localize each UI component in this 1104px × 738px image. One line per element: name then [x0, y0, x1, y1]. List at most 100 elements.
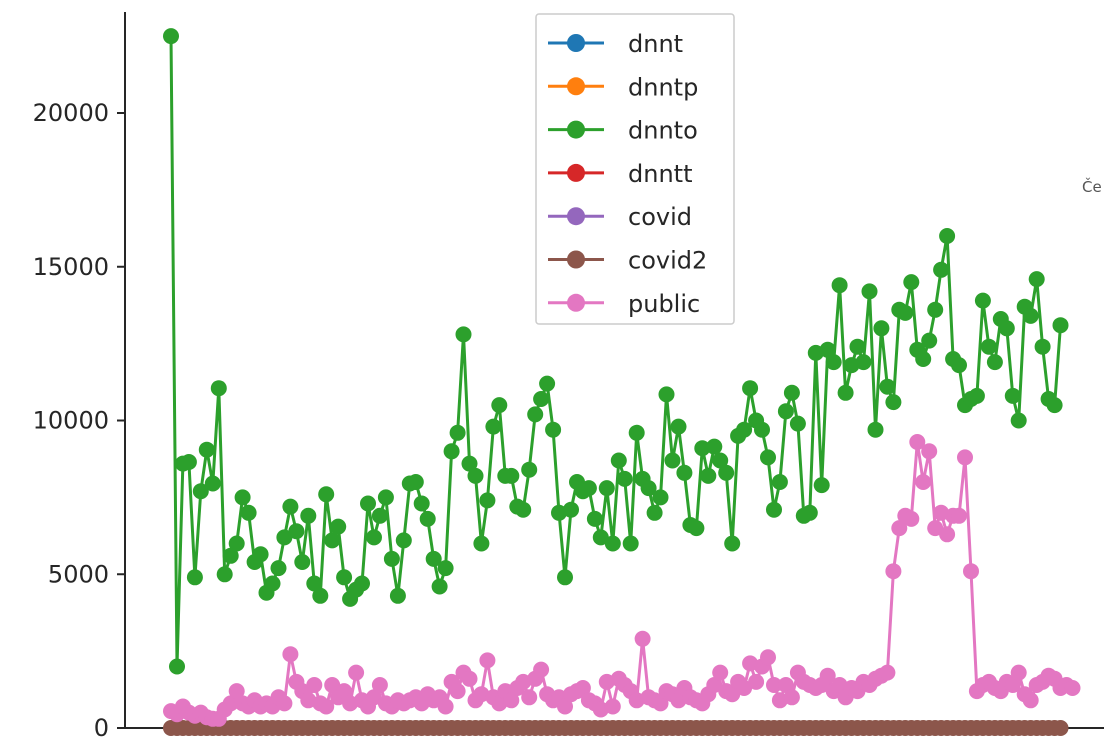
data-point-dnnto [204, 475, 221, 492]
data-point-public [479, 652, 496, 669]
data-point-public [300, 692, 317, 709]
data-point-dnnto [198, 441, 215, 458]
data-point-dnnto [395, 532, 412, 549]
data-point-public [712, 664, 729, 681]
series-layer [163, 28, 1081, 736]
data-point-dnnto [383, 550, 400, 567]
data-point-public [503, 692, 520, 709]
data-point-public [634, 630, 651, 647]
data-point-dnnto [724, 535, 741, 552]
data-point-dnnto [933, 261, 950, 278]
data-point-dnnto [837, 384, 854, 401]
data-point-dnnto [718, 464, 735, 481]
data-point-dnnto [1052, 317, 1069, 334]
data-point-dnnto [527, 406, 544, 423]
legend-label: covid [628, 203, 692, 231]
data-point-dnnto [712, 452, 729, 469]
data-point-public [1004, 677, 1021, 693]
legend-marker [567, 207, 585, 226]
data-point-dnnto [951, 357, 967, 374]
data-point-dnnto [461, 455, 478, 472]
data-point-public [909, 434, 926, 450]
data-point-dnnto [742, 380, 759, 397]
data-point-public [282, 646, 299, 663]
data-point-dnnto [580, 480, 597, 497]
data-point-dnnto [861, 283, 878, 300]
data-point-public [951, 507, 967, 524]
data-point-dnnto [1022, 307, 1039, 324]
data-point-dnnto [986, 354, 1003, 371]
data-point-dnnto [968, 387, 985, 404]
legend: dnnt dnntp dnnto dnntt covid covid2 public [535, 13, 735, 325]
data-point-dnnto [586, 510, 603, 527]
legend-marker [567, 77, 585, 96]
data-point-dnnto [163, 28, 179, 45]
data-point-dnnto [318, 486, 335, 503]
cut-off-text: Če [1082, 177, 1102, 196]
data-point-dnnto [169, 658, 185, 675]
data-point-public [228, 683, 245, 700]
data-point-public [921, 443, 938, 460]
legend-label: dnnto [628, 117, 698, 145]
data-point-public [318, 698, 335, 715]
data-point-dnnto [539, 375, 556, 392]
data-point-public [521, 689, 538, 706]
data-point-public [598, 673, 615, 690]
series-dnnto [163, 28, 1069, 675]
data-point-public [449, 683, 466, 700]
data-point-public [461, 670, 478, 687]
legend-label: public [628, 290, 700, 318]
data-point-dnnto [598, 480, 615, 497]
data-point-dnnto [366, 529, 382, 546]
data-point-public [222, 695, 239, 712]
legend-item-dnnto: dnnto [548, 117, 698, 145]
data-point-dnnto [1034, 338, 1051, 355]
data-point-dnnto [545, 421, 562, 438]
data-point-dnnto [330, 518, 347, 535]
data-point-dnnto [998, 320, 1015, 337]
data-point-dnnto [646, 504, 663, 521]
data-point-public [831, 677, 848, 693]
data-point-dnnto [1028, 271, 1045, 288]
data-point-dnnto [533, 391, 550, 407]
data-point-covid2 [1052, 720, 1069, 736]
data-point-dnnto [431, 578, 448, 595]
data-point-public [933, 504, 950, 521]
data-point-dnnto [664, 452, 681, 469]
data-point-dnnto [766, 501, 782, 518]
data-point-dnnto [813, 477, 830, 494]
legend-frame [535, 13, 735, 325]
data-point-dnnto [873, 320, 890, 337]
data-point-dnnto [180, 454, 197, 470]
data-point-public [885, 563, 902, 580]
data-point-dnnto [371, 507, 388, 524]
legend-label: dnntt [628, 160, 692, 188]
data-point-public [515, 673, 532, 690]
data-point-dnnto [557, 569, 573, 586]
data-point-dnnto [694, 440, 711, 457]
data-point-dnnto [354, 575, 370, 592]
data-point-dnnto [622, 535, 639, 552]
data-point-dnnto [282, 498, 299, 515]
data-point-public [771, 692, 788, 709]
data-point-dnnto [592, 529, 609, 546]
data-point-dnnto [855, 354, 872, 371]
data-point-dnnto [1046, 397, 1063, 414]
data-point-public [1010, 664, 1027, 681]
data-point-public [915, 474, 932, 490]
legend-item-covid2: covid2 [548, 247, 707, 275]
data-point-public [706, 677, 723, 693]
y-axis-ticks: 0 5000 10000 15000 20000 [33, 99, 125, 738]
data-point-dnnto [777, 403, 794, 420]
data-point-public [336, 683, 353, 700]
data-point-public [491, 695, 508, 712]
data-point-public [604, 698, 621, 715]
data-point-dnnto [294, 554, 311, 570]
data-point-public [473, 686, 490, 703]
data-point-dnnto [801, 504, 818, 521]
data-point-public [903, 510, 920, 527]
legend-item-public: public [548, 290, 700, 318]
data-point-dnnto [789, 415, 806, 432]
data-point-dnnto [867, 421, 884, 438]
data-point-dnnto [670, 418, 687, 435]
